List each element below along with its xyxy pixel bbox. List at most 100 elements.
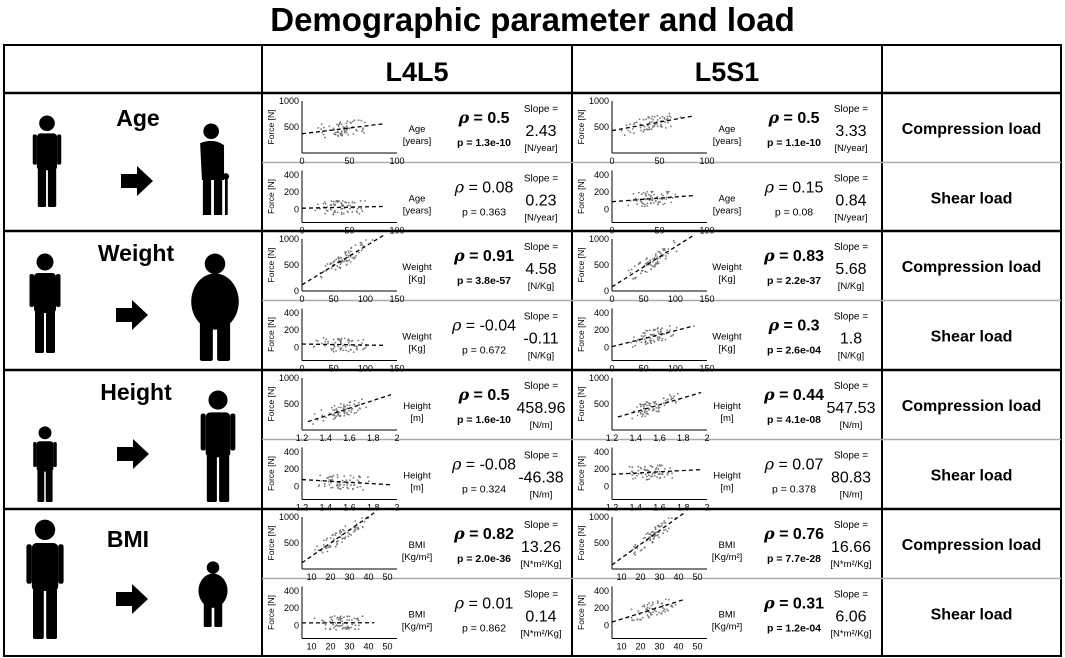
x-tick-label: 2 <box>394 433 399 443</box>
data-point <box>348 615 351 618</box>
data-point <box>339 348 342 350</box>
data-point <box>345 125 348 128</box>
load-type-label: Shear load <box>931 191 1013 208</box>
data-point <box>653 116 656 118</box>
load-type-label: Compression load <box>902 537 1042 554</box>
data-point <box>342 212 345 215</box>
data-point <box>642 403 645 406</box>
data-point <box>653 333 655 336</box>
data-point <box>346 413 349 416</box>
data-point <box>338 484 341 487</box>
data-point <box>650 128 653 131</box>
data-point <box>657 339 660 342</box>
data-point <box>648 199 651 202</box>
data-point <box>332 418 335 420</box>
data-point <box>671 606 674 608</box>
regression-line <box>301 478 392 486</box>
data-point <box>663 476 666 478</box>
parameter-label: Weight <box>98 240 175 266</box>
x-tick-label: 30 <box>654 572 664 582</box>
data-point <box>627 204 630 207</box>
data-point <box>642 335 645 338</box>
y-tick-label: 500 <box>284 260 299 270</box>
data-point <box>644 332 646 335</box>
data-point <box>674 603 677 606</box>
data-point <box>635 121 638 124</box>
data-point <box>332 623 334 626</box>
data-point <box>652 126 654 129</box>
data-point <box>661 339 663 342</box>
x-tick-label: 1.4 <box>319 503 332 513</box>
x-tick-label: 40 <box>673 642 683 652</box>
data-point <box>330 347 333 350</box>
data-point <box>350 250 352 253</box>
p-value: p = 3.8e-57 <box>457 275 511 287</box>
x-tick-label: 50 <box>639 364 649 374</box>
scatter-plot-l4l5: 1000 500 Force [N] 1.2 1.4 1.6 1.8 2 Height[m] ρ … <box>266 373 566 443</box>
data-point <box>660 612 663 614</box>
data-point <box>666 473 669 476</box>
data-point <box>656 123 658 125</box>
y-tick-label: 500 <box>284 122 299 132</box>
scatter-plot-l5s1: 1000 500 0 Force [N] 0 50 100 150 Weight[Kg] ρ = … <box>576 234 868 304</box>
data-point <box>632 478 634 480</box>
load-type-label: Compression load <box>902 398 1042 415</box>
data-point <box>352 476 355 479</box>
data-point <box>637 198 639 201</box>
data-point <box>330 618 333 621</box>
data-point <box>329 627 331 630</box>
data-point <box>332 533 334 536</box>
data-point <box>350 534 353 536</box>
x-axis-unit: [m] <box>720 413 733 424</box>
data-point <box>332 213 335 216</box>
data-point <box>355 254 357 257</box>
data-point <box>326 550 329 553</box>
data-point <box>346 404 349 406</box>
data-point <box>359 199 362 202</box>
data-point <box>640 467 643 470</box>
data-point <box>657 410 660 412</box>
x-axis-label: Weight <box>402 262 432 273</box>
data-point <box>665 196 668 199</box>
data-point <box>657 262 660 265</box>
data-point <box>645 343 647 346</box>
slope-label: Slope = <box>834 381 868 392</box>
y-axis-label: Force [N] <box>266 110 276 145</box>
data-point <box>337 345 339 348</box>
data-point <box>363 132 365 134</box>
rho-value: ρ = 0.5 <box>767 108 819 127</box>
data-point <box>329 546 331 548</box>
x-tick-label: 1.2 <box>606 503 619 513</box>
x-axis-label: BMI <box>409 540 426 551</box>
y-axis-label: Force [N] <box>576 595 586 630</box>
data-point <box>658 200 660 203</box>
data-point <box>642 118 645 121</box>
data-point <box>332 338 335 341</box>
data-point <box>664 257 667 260</box>
data-point <box>662 203 664 206</box>
data-point <box>659 525 662 528</box>
data-point <box>641 403 644 406</box>
data-point <box>350 247 352 250</box>
data-point <box>354 256 356 259</box>
data-point <box>645 475 648 478</box>
header-l5s1: L5S1 <box>695 57 760 87</box>
data-point <box>352 256 354 259</box>
data-point <box>648 126 651 129</box>
slope-unit: [N/m] <box>530 420 553 431</box>
data-point <box>651 473 654 475</box>
data-point <box>340 339 343 341</box>
elderly-person-icon <box>200 123 230 215</box>
data-point <box>660 522 663 525</box>
data-point <box>664 610 667 613</box>
data-point <box>655 403 658 405</box>
data-point <box>646 329 649 332</box>
data-point <box>333 413 335 416</box>
slope-value: 3.33 <box>835 123 866 140</box>
data-point <box>354 520 357 522</box>
data-point <box>661 327 663 329</box>
data-point <box>332 474 335 477</box>
data-point <box>341 541 343 543</box>
data-point <box>669 467 672 469</box>
